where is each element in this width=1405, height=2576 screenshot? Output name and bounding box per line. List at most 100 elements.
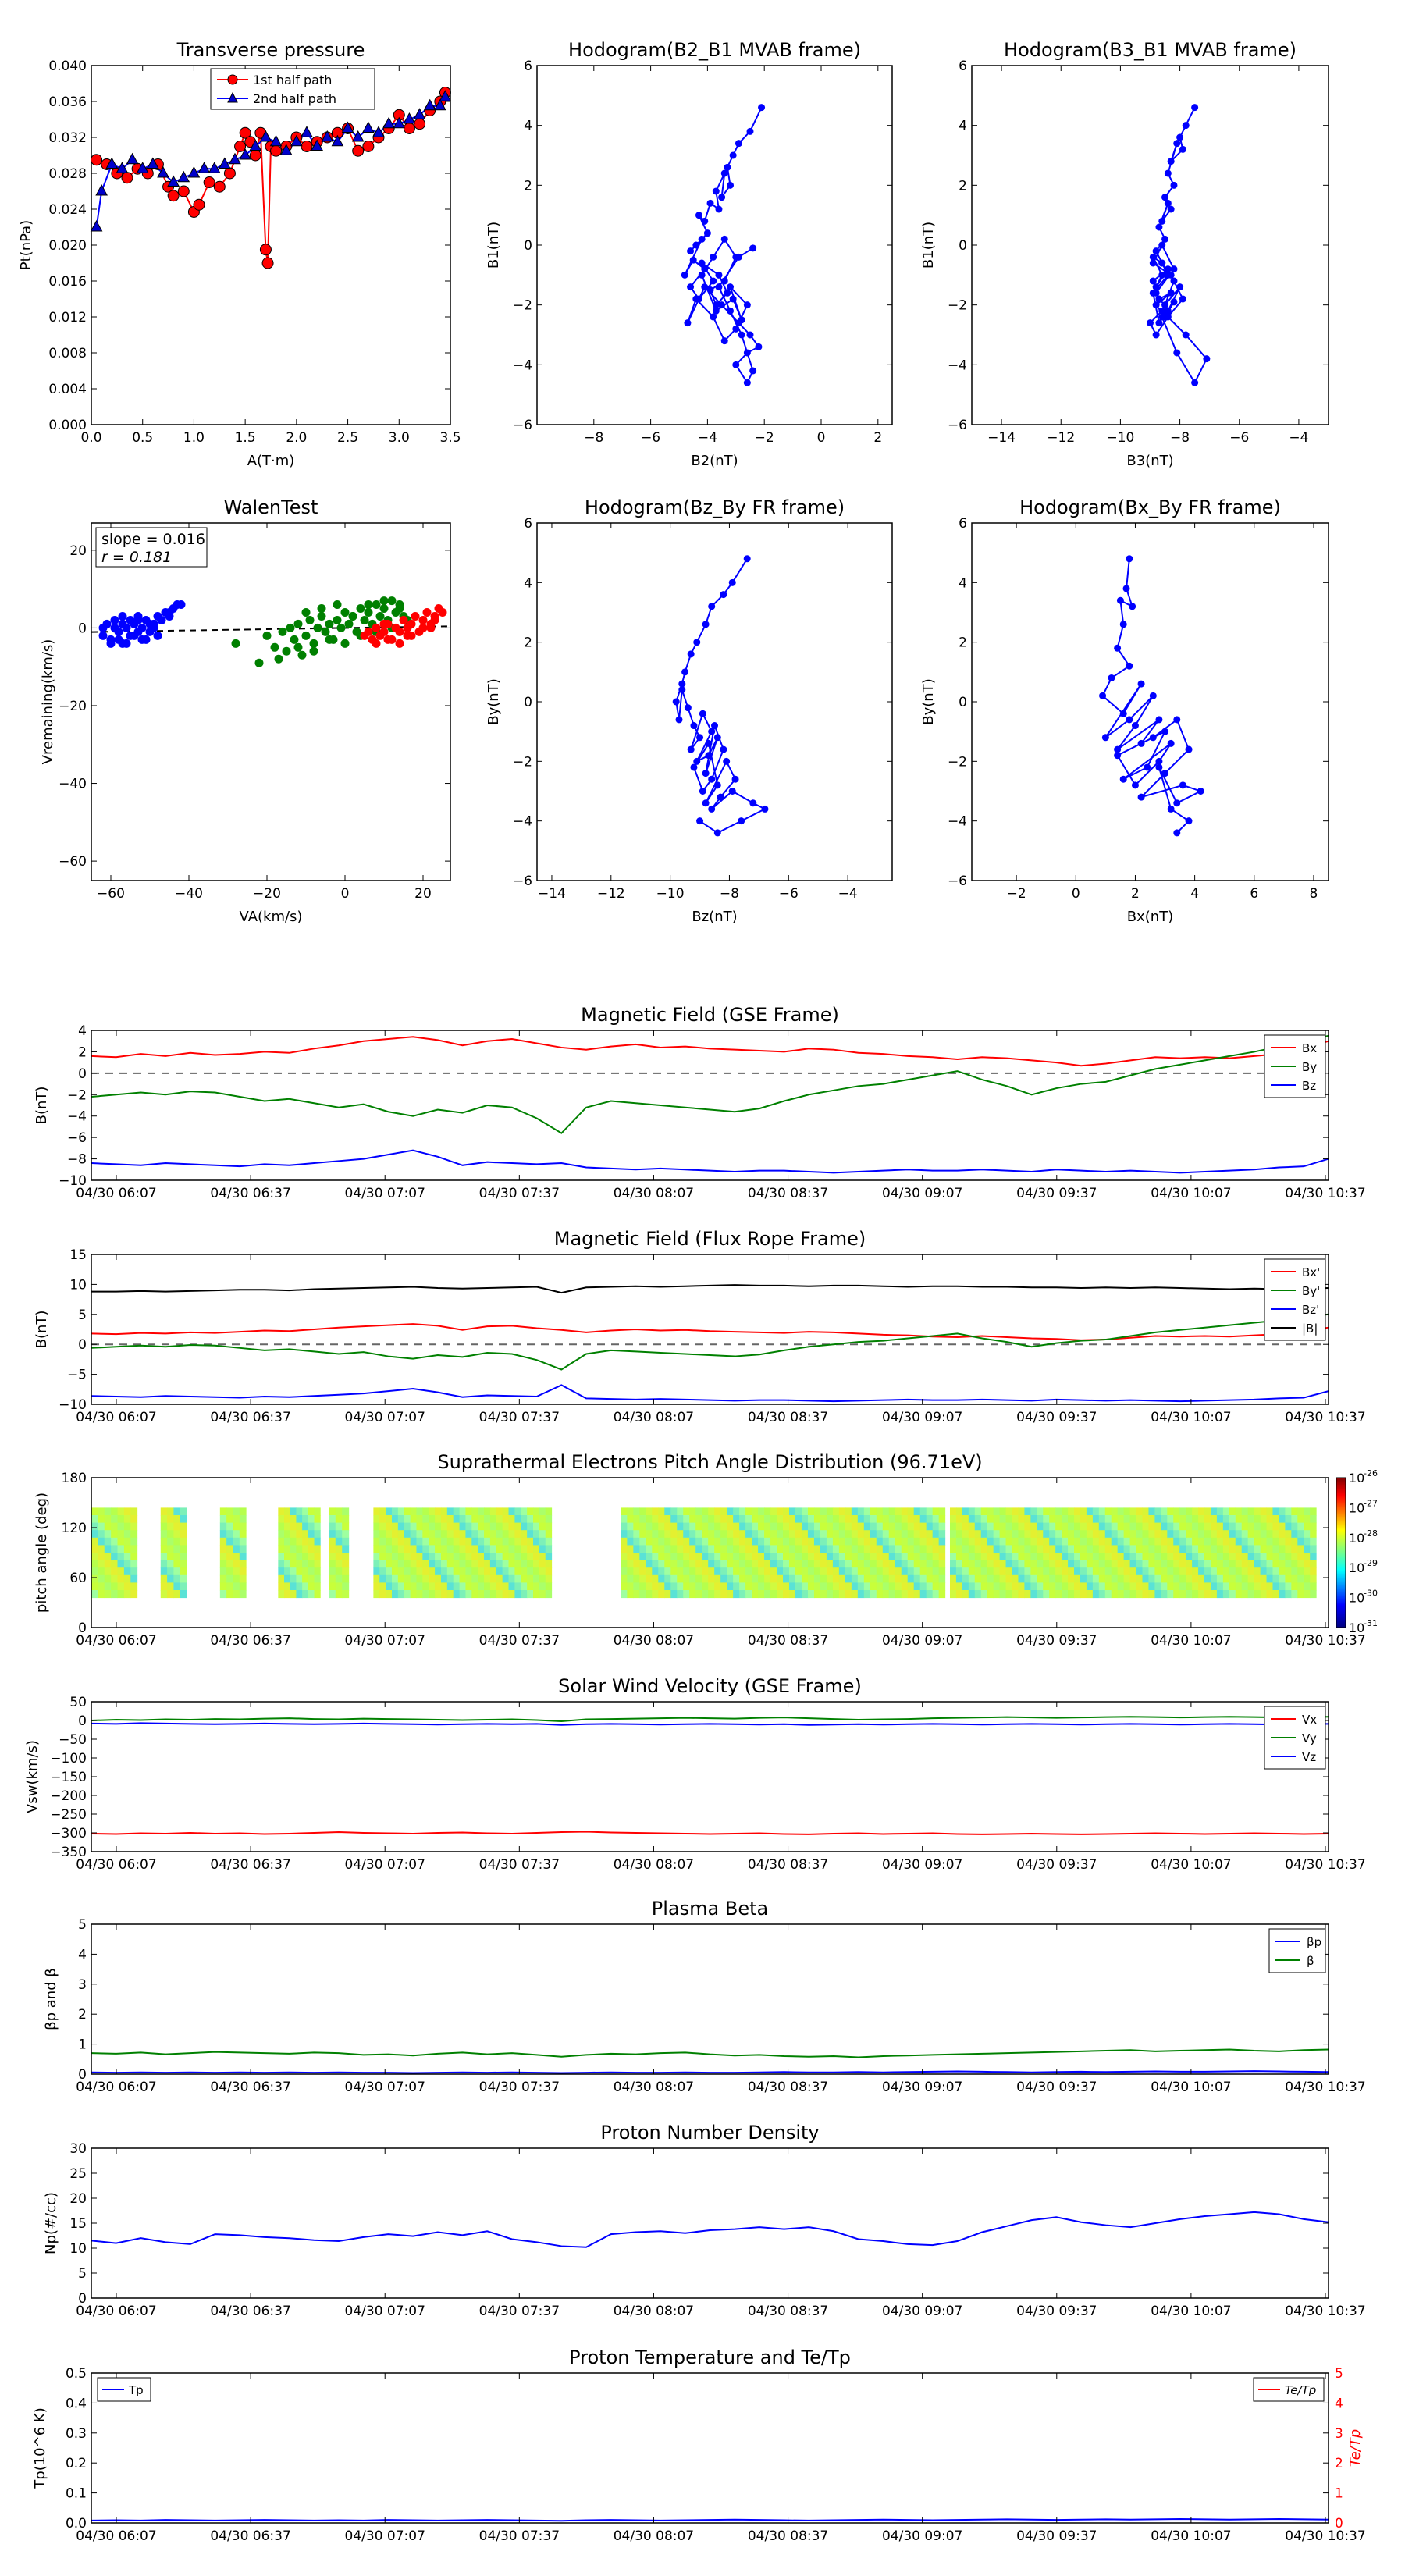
heatmap-cell [926,1515,934,1524]
data-point [727,307,735,315]
data-point [362,141,375,152]
legend-box [210,68,375,110]
heatmap-cell [471,1537,478,1546]
heatmap-cell [410,1590,417,1599]
heatmap-cell [1260,1537,1268,1546]
heatmap-cell [1117,1590,1125,1599]
heatmap-cell [167,1545,174,1553]
heatmap-cell [429,1582,436,1591]
heatmap-cell [895,1507,902,1516]
heatmap-cell [1148,1537,1155,1546]
heatmap-cell [167,1537,174,1546]
heatmap-cell [1173,1545,1180,1553]
heatmap-cell [1216,1507,1224,1516]
heatmap-cell [373,1567,380,1576]
heatmap-cell [770,1507,777,1516]
heatmap-cell [130,1567,138,1576]
heatmap-cell [739,1530,746,1539]
x-tick-label: 04/30 07:37 [479,1410,560,1425]
heatmap-cell [1086,1537,1094,1546]
heatmap-cell [160,1522,168,1531]
heatmap-cell [838,1582,846,1591]
y-tick-label: 0 [78,2067,87,2083]
heatmap-cell [278,1522,285,1531]
heatmap-cell [453,1545,461,1553]
heatmap-cell [770,1560,777,1568]
heatmap-cell [233,1560,240,1568]
heatmap-cell [1012,1574,1019,1583]
heatmap-cell [677,1537,684,1546]
heatmap-cell [646,1522,653,1531]
heatmap-cell [1222,1507,1230,1516]
heatmap-cell [533,1590,540,1599]
data-point [727,181,735,189]
heatmap-cell [219,1545,227,1553]
heatmap-cell [527,1560,534,1568]
heatmap-cell [239,1582,247,1591]
heatmap-cell [876,1553,884,1561]
heatmap-cell [1129,1590,1137,1599]
heatmap-cell [863,1574,871,1583]
x-tick-label: 04/30 08:37 [748,1410,828,1425]
heatmap-cell [233,1567,240,1576]
heatmap-cell [1005,1507,1013,1516]
heatmap-cell [471,1590,478,1599]
heatmap-cell [1266,1545,1273,1553]
heatmap-cell [404,1590,411,1599]
heatmap-cell [478,1537,485,1546]
heatmap-cell [876,1537,884,1546]
heatmap-cell [955,1553,963,1561]
heatmap-cell [233,1582,240,1591]
heatmap-cell [1216,1515,1224,1524]
heatmap-cell [733,1515,740,1524]
heatmap-cell [167,1507,174,1516]
heatmap-cell [727,1545,734,1553]
plot-frame [536,65,893,425]
legend-label: Vy [1302,1731,1317,1745]
heatmap-cell [708,1560,715,1568]
data-point [351,130,365,142]
heatmap-cell [752,1545,759,1553]
heatmap-cell [521,1515,528,1524]
heatmap-cell [1012,1567,1019,1576]
data-point [684,319,692,327]
heatmap-cell [1260,1545,1268,1553]
heatmap-cell [907,1567,915,1576]
heatmap-cell [335,1567,343,1576]
data-point [1149,734,1157,742]
heatmap-cell [545,1507,553,1516]
heatmap-cell [993,1515,1001,1524]
heatmap-cell [539,1553,546,1561]
heatmap-cell [857,1507,865,1516]
heatmap-cell [876,1507,884,1516]
series-line [91,1313,1329,1371]
heatmap-cell [91,1582,98,1591]
heatmap-cell [664,1515,671,1524]
heatmap-cell [789,1560,796,1568]
heatmap-cell [1216,1530,1224,1539]
heatmap-cell [453,1507,461,1516]
heatmap-cell [888,1553,896,1561]
data-point [356,604,365,614]
heatmap-cell [720,1507,727,1516]
heatmap-cell [489,1515,497,1524]
heatmap-cell [478,1507,485,1516]
heatmap-cell [795,1582,802,1591]
heatmap-cell [314,1590,321,1599]
x-tick-label: −6 [641,430,660,446]
heatmap-cell [932,1574,940,1583]
y-tick-label: −40 [59,777,87,792]
heatmap-cell [783,1507,790,1516]
heatmap-cell [284,1545,291,1553]
chart-title: Proton Temperature and Te/Tp [569,2347,851,2368]
heatmap-cell [845,1574,852,1583]
data-point [121,172,133,184]
heatmap-cell [714,1553,721,1561]
heatmap-cell [1117,1574,1125,1583]
heatmap-cell [708,1590,715,1599]
heatmap-cell [993,1522,1001,1531]
x-tick-label: −10 [1106,430,1134,446]
data-point [305,615,315,624]
heatmap-cell [907,1574,915,1583]
